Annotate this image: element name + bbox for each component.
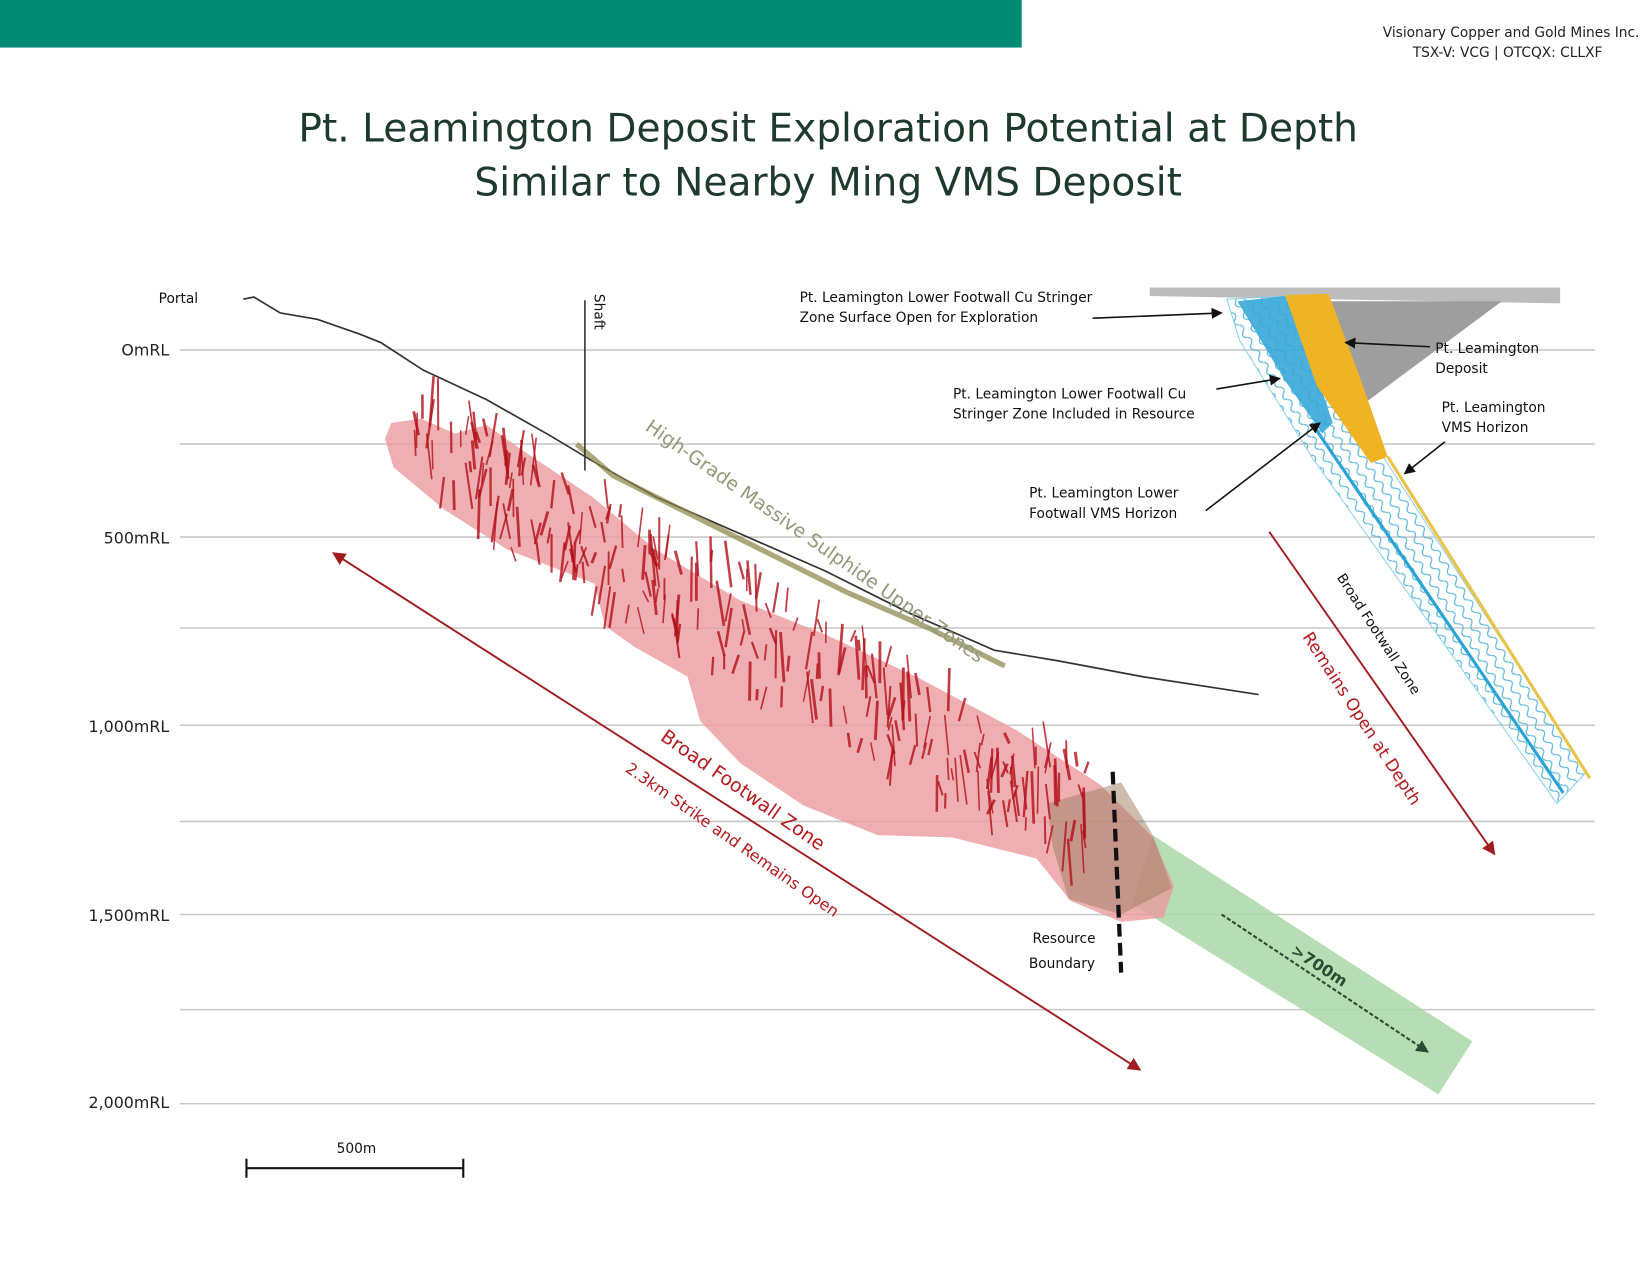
drill-intercept xyxy=(1075,752,1077,767)
scale-label: 500m xyxy=(337,1141,377,1157)
vms-horizon xyxy=(1388,457,1590,778)
drill-intercept xyxy=(622,515,623,548)
inset-label: Zone Surface Open for Exploration xyxy=(800,310,1038,326)
title: Pt. Leamington Deposit Exploration Poten… xyxy=(298,107,1358,152)
portal-label: Portal xyxy=(159,291,198,307)
drill-intercept xyxy=(1045,816,1046,844)
pointer xyxy=(1093,313,1222,318)
inset-label: VMS Horizon xyxy=(1442,420,1529,436)
drill-intercept xyxy=(470,461,471,472)
inset-label: Stringer Zone Included in Resource xyxy=(953,406,1195,422)
drill-intercept xyxy=(755,564,756,612)
depth-label: OmRL xyxy=(121,340,169,359)
resource-boundary-label: Resource xyxy=(1033,931,1096,947)
surface xyxy=(1150,288,1560,304)
ticker: TSX-V: VCG | OTCQX: CLLXF xyxy=(1412,45,1603,61)
drill-intercept xyxy=(858,640,859,651)
inset-label: Pt. Leamington xyxy=(1442,400,1546,416)
inset-label: Pt. Leamington Lower xyxy=(1029,486,1179,502)
drill-intercept xyxy=(830,688,831,726)
drill-intercept xyxy=(866,666,867,699)
title: Similar to Nearby Ming VMS Deposit xyxy=(474,161,1182,206)
drill-intercept xyxy=(725,541,731,588)
drill-intercept xyxy=(776,630,777,678)
inset xyxy=(1093,288,1590,855)
drill-intercept xyxy=(712,657,713,676)
drill-intercept xyxy=(948,668,949,711)
drill-intercept xyxy=(739,562,744,580)
drill-intercept xyxy=(750,662,751,701)
inset-label: Footwall VMS Horizon xyxy=(1029,506,1177,522)
header-bar xyxy=(0,0,1022,48)
drill-intercept xyxy=(454,480,455,510)
drill-intercept xyxy=(757,689,758,700)
drill-intercept xyxy=(1025,817,1026,830)
drill-intercept xyxy=(711,550,712,562)
drill-intercept xyxy=(432,440,433,469)
drill-intercept xyxy=(506,450,507,465)
depth-label: 500mRL xyxy=(104,529,170,548)
inset-label: Pt. Leamington Lower Footwall Cu Stringe… xyxy=(800,290,1093,306)
pointer xyxy=(1405,442,1445,474)
drill-intercept xyxy=(747,560,750,594)
inset-label: Pt. Leamington xyxy=(1435,341,1539,357)
lower-vms-horizon xyxy=(1312,423,1564,793)
drill-intercept xyxy=(415,430,416,456)
drill-intercept xyxy=(819,652,820,679)
inset-open-label: Remains Open at Depth xyxy=(1299,628,1426,808)
drill-intercept xyxy=(691,557,692,602)
inset-label: Pt. Leamington Lower Footwall Cu xyxy=(953,386,1186,402)
drill-intercept xyxy=(786,588,788,612)
drill-intercept xyxy=(1084,762,1088,774)
depth-label: 1,500mRL xyxy=(88,906,169,925)
depth-label: 1,000mRL xyxy=(88,717,169,736)
company: Visionary Copper and Gold Mines Inc. xyxy=(1383,25,1640,41)
depth-label: 2,000mRL xyxy=(88,1093,169,1112)
drill-intercept xyxy=(573,543,575,580)
inset-label: Deposit xyxy=(1435,361,1488,377)
drill-intercept xyxy=(788,656,790,672)
drill-intercept xyxy=(592,586,597,615)
drill-intercept xyxy=(1054,765,1055,805)
drill-intercept xyxy=(605,479,608,509)
drill-intercept xyxy=(697,608,698,629)
drill-intercept xyxy=(814,600,819,636)
drill-intercept xyxy=(1037,767,1038,814)
drill-intercept xyxy=(478,489,479,539)
resource-boundary-label: Boundary xyxy=(1029,956,1095,972)
drill-intercept xyxy=(817,663,818,678)
drill-intercept xyxy=(711,536,712,588)
drill-intercept xyxy=(773,583,778,613)
pointer xyxy=(1206,423,1320,511)
shaft-label: Shaft xyxy=(591,294,607,330)
drill-intercept xyxy=(817,619,822,632)
drill-intercept xyxy=(781,686,782,707)
drill-intercept xyxy=(848,733,850,747)
drill-intercept xyxy=(1084,788,1085,839)
